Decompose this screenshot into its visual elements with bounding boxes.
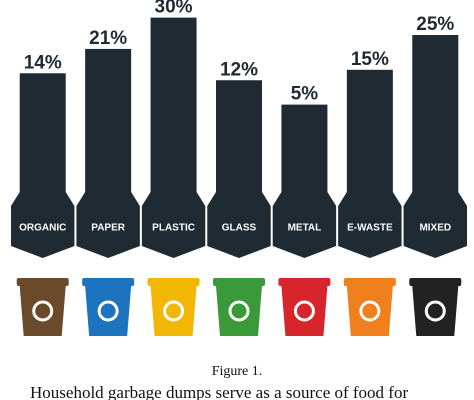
bin-body bbox=[412, 286, 459, 336]
bin-lid bbox=[16, 278, 69, 286]
value-label: 14% bbox=[24, 52, 62, 73]
bin-symbol bbox=[163, 300, 185, 322]
category-label: ORGANIC bbox=[19, 223, 66, 234]
category-label: GLASS bbox=[222, 223, 257, 234]
value-label: 5% bbox=[291, 84, 319, 105]
category-band bbox=[272, 192, 337, 258]
category-label: E-WASTE bbox=[347, 223, 393, 234]
bar bbox=[412, 35, 459, 192]
value-label: 12% bbox=[220, 59, 258, 80]
value-label: 21% bbox=[89, 28, 127, 49]
category-label: PAPER bbox=[91, 223, 125, 234]
bar bbox=[85, 48, 132, 192]
value-label: 25% bbox=[416, 14, 454, 35]
bin-lid bbox=[147, 278, 200, 286]
body-text: Household garbage dumps serve as a sourc… bbox=[30, 383, 408, 400]
bar bbox=[19, 73, 66, 192]
category-band bbox=[11, 192, 75, 258]
category-band bbox=[141, 192, 206, 258]
bin-symbol bbox=[97, 300, 119, 322]
bin-lid bbox=[343, 278, 396, 286]
bin-body bbox=[216, 286, 262, 336]
bin-body bbox=[346, 286, 393, 336]
bin-lid bbox=[409, 278, 462, 286]
bin-symbol bbox=[32, 300, 54, 322]
category-band bbox=[207, 192, 271, 258]
bin-lid bbox=[278, 278, 331, 286]
bar bbox=[216, 80, 262, 192]
category-band bbox=[403, 192, 467, 258]
caption: Figure 1. bbox=[212, 364, 263, 379]
category-band bbox=[76, 192, 140, 258]
bin-body bbox=[281, 286, 328, 336]
bin-lid bbox=[213, 278, 265, 286]
category-label: MIXED bbox=[419, 223, 451, 234]
bin-body bbox=[19, 286, 66, 336]
bar bbox=[150, 17, 197, 192]
category-label: METAL bbox=[288, 223, 322, 234]
bar bbox=[281, 104, 328, 192]
bin-symbol bbox=[228, 300, 250, 322]
value-label: 15% bbox=[351, 49, 389, 70]
category-band bbox=[338, 192, 402, 258]
bin-symbol bbox=[359, 300, 381, 322]
category-label: PLASTIC bbox=[152, 223, 195, 234]
bin-symbol bbox=[293, 300, 315, 322]
bin-body bbox=[150, 286, 197, 336]
bar bbox=[346, 69, 393, 192]
bin-lid bbox=[82, 278, 135, 286]
value-label: 30% bbox=[155, 0, 193, 18]
bin-body bbox=[85, 286, 132, 336]
bin-symbol bbox=[424, 300, 446, 322]
